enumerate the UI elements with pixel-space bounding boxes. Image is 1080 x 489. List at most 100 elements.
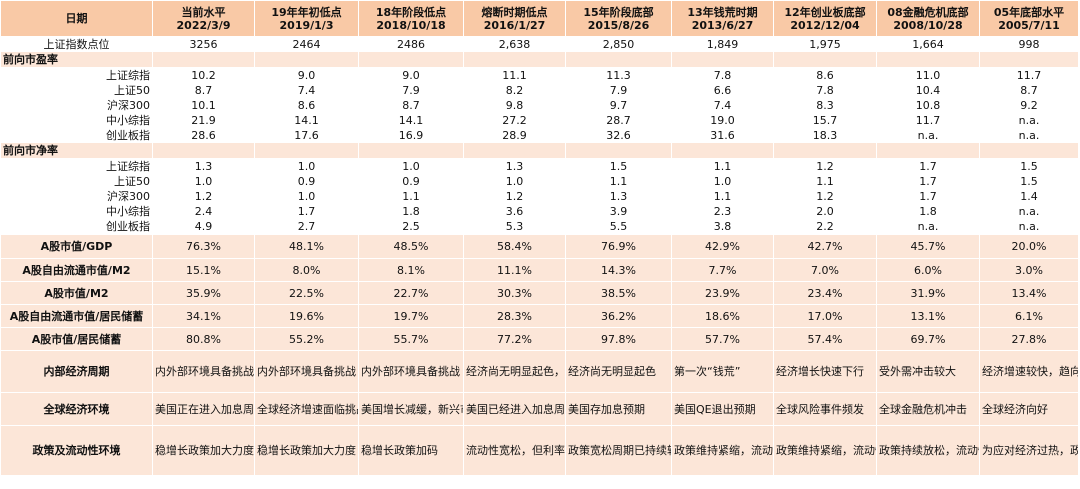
header-column: 熔断时期低点 2016/1/27 [463,0,566,37]
table-cell: 8.3 [773,97,877,113]
table-cell: 11.0 [876,67,980,83]
header-column-name: 05年底部水平 [993,5,1065,19]
table-cell: n.a. [979,112,1079,128]
table-cell: n.a. [979,203,1079,219]
table-row: 创业板指 4.9 2.7 2.5 5.3 5.5 3.8 2.2 n.a. n.a. [0,218,1079,235]
header-column-name: 12年创业板底部 [784,5,866,19]
table-row: 政策及流动性环境 稳增长政策加大力度 稳增长政策加大力度 稳增长政策加码 流动性宽松，但… [0,425,1079,476]
table-cell: 11.3 [565,67,672,83]
table-cell: 8.6 [254,97,359,113]
table-cell [565,51,672,68]
table-cell: 1.2 [773,158,877,174]
table-cell [979,142,1079,159]
row-label: 上证综指 [0,158,153,174]
header-date-label: 日期 [0,0,153,37]
table-cell: 2.2 [773,218,877,235]
table-cell [254,51,359,68]
table-cell: 0.9 [254,173,359,189]
table-row: 沪深300 1.2 1.0 1.1 1.2 1.3 1.1 1.2 1.7 1.4 [0,188,1079,204]
table-cell: 全球经济增速面临挑战 [254,392,359,426]
table-cell: 38.5% [565,281,672,305]
table-row: A股自由流通市值/居民储蓄 34.1% 19.6% 19.7% 28.3% 36.2% 18… [0,304,1079,328]
table-cell: 19.0 [671,112,774,128]
table-cell: 3256 [152,36,255,52]
table-row: 创业板指 28.6 17.6 16.9 28.9 32.6 31.6 18.3 n.a. n.a. [0,127,1079,143]
header-column-name: 08金融危机底部 [887,5,969,19]
table-cell: 政策宽松周期已持续较长时间，流动性较好 [565,425,672,476]
table-cell: 34.1% [152,304,255,328]
table-cell: 28.9 [463,127,566,143]
table-cell: 2.4 [152,203,255,219]
table-cell: 11.1 [463,67,566,83]
table-cell: 11.7 [979,67,1079,83]
table-row: 前向市净率 [0,142,1079,159]
table-row: 内部经济周期 内外部环境具备挑战 内外部环境具备挑战 内外部环境具备挑战 经济尚无明显起… [0,350,1079,393]
table-cell: 23.9% [671,281,774,305]
table-cell: 1,849 [671,36,774,52]
table-cell: 1.8 [358,203,464,219]
table-cell: 19.6% [254,304,359,328]
table-cell [152,142,255,159]
table-cell: 1,975 [773,36,877,52]
table-cell: 经济增长快速下行 [773,350,877,393]
table-cell: 2486 [358,36,464,52]
table-cell [254,142,359,159]
table-cell: 1.4 [979,188,1079,204]
table-cell: 1.0 [254,158,359,174]
table-cell: 14.1 [358,112,464,128]
table-cell: 9.8 [463,97,566,113]
table-cell: 1.1 [671,158,774,174]
header-column-name: 13年钱荒时期 [687,5,758,19]
table-cell: 0.9 [358,173,464,189]
table-cell: 18.3 [773,127,877,143]
row-label: 上证指数点位 [0,36,153,52]
table-cell: 1.5 [979,173,1079,189]
table-row: 沪深300 10.1 8.6 8.7 9.8 9.7 7.4 8.3 10.8 9.2 [0,97,1079,113]
header-column-date: 2015/8/26 [587,18,650,32]
row-label: 中小综指 [0,203,153,219]
table-cell: 3.8 [671,218,774,235]
table-cell: 57.4% [773,327,877,351]
table-cell: 美国增长减缓，新兴市场动荡 [358,392,464,426]
table-cell: 7.8 [671,67,774,83]
header-column-name: 18年阶段低点 [375,5,447,19]
table-cell: 7.7% [671,258,774,282]
header-column-date: 2018/10/18 [376,18,446,32]
table-cell: 稳增长政策加大力度 [152,425,255,476]
table-cell: 69.7% [876,327,980,351]
table-cell [876,142,980,159]
table-cell: 15.1% [152,258,255,282]
row-label: 沪深300 [0,97,153,113]
table-cell [358,51,464,68]
table-cell: 48.5% [358,234,464,259]
table-cell: 58.4% [463,234,566,259]
table-row: 上证综指 1.3 1.0 1.0 1.3 1.5 1.1 1.2 1.7 1.5 [0,158,1079,174]
table-cell: 30.3% [463,281,566,305]
table-cell: 32.6 [565,127,672,143]
table-cell: 1.8 [876,203,980,219]
table-cell: 1.1 [671,188,774,204]
table-cell: 1.0 [254,188,359,204]
header-column: 18年阶段低点 2018/10/18 [358,0,464,37]
row-label: 前向市盈率 [0,51,153,68]
table-cell: 内外部环境具备挑战 [358,350,464,393]
table-cell: 998 [979,36,1079,52]
row-label: 前向市净率 [0,142,153,159]
table-cell: 5.3 [463,218,566,235]
table-cell: 8.7 [979,82,1079,98]
table-cell: 1.2 [773,188,877,204]
row-label: A股市值/居民储蓄 [0,327,153,351]
table-cell: 1.7 [876,158,980,174]
table-cell: 1.3 [463,158,566,174]
table-cell: 1.5 [565,158,672,174]
row-label: A股自由流通市值/居民储蓄 [0,304,153,328]
table-cell: 21.9 [152,112,255,128]
table-cell [671,51,774,68]
table-cell: 1.1 [358,188,464,204]
table-cell: 1.1 [565,173,672,189]
table-cell: 1.3 [565,188,672,204]
header-column: 08金融危机底部 2008/10/28 [876,0,980,37]
table-cell: 35.9% [152,281,255,305]
table-cell: 3.9 [565,203,672,219]
table-cell: 受外需冲击较大 [876,350,980,393]
